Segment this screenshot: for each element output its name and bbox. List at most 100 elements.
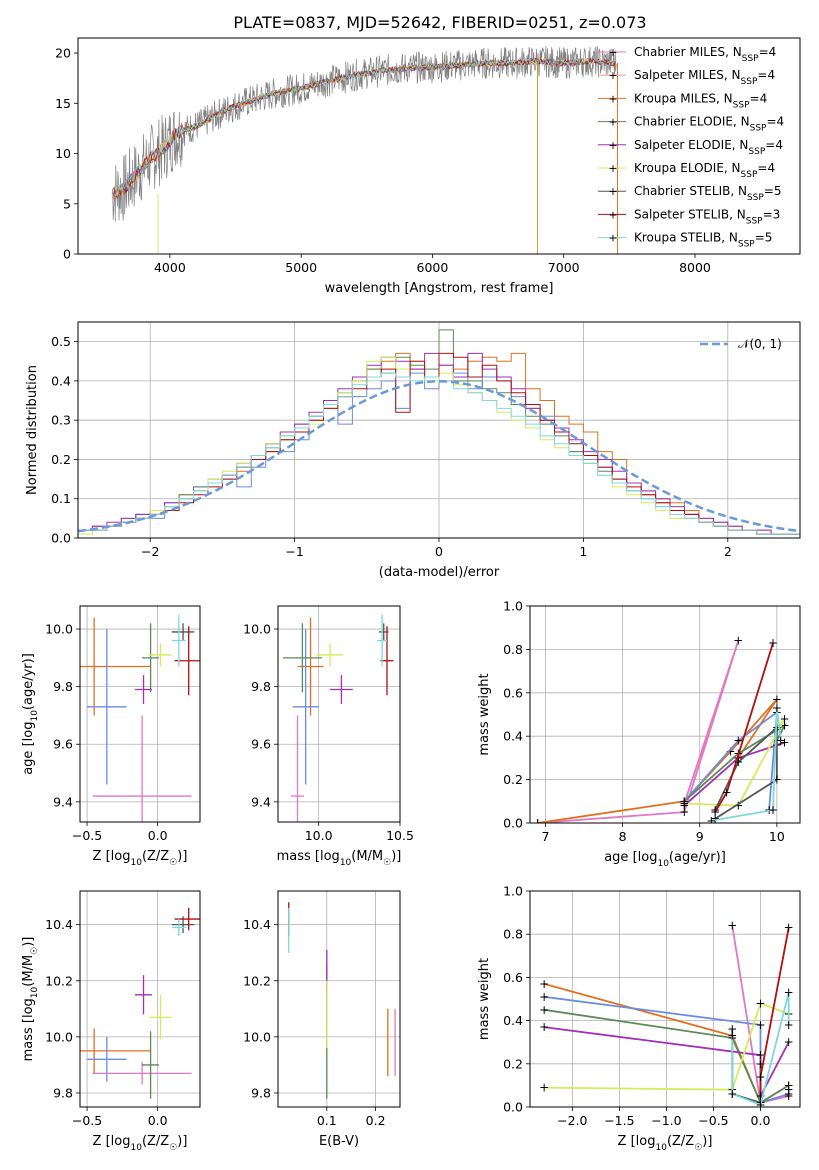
weight-line xyxy=(537,640,740,823)
residuals-xlabel: (data-model)/error xyxy=(379,565,500,580)
age_vs_z-frame xyxy=(79,605,201,823)
weight-marker: + xyxy=(710,805,720,819)
mass_vs_ebv-points xyxy=(288,902,396,1099)
weight_vs_z-xtick-label: 0.0 xyxy=(751,1113,771,1128)
age_vs_mass-ytick-label: 9.8 xyxy=(251,679,271,694)
errorbar-point xyxy=(142,1031,160,1099)
errorbar-point xyxy=(330,675,353,704)
legend-entry: Chabrier ELODIE, NSSP=4 xyxy=(634,115,784,134)
weight-marker: + xyxy=(539,1020,549,1034)
spectrum-model-line xyxy=(113,57,616,197)
weight-marker: + xyxy=(784,1087,794,1101)
weight_vs_age-frame xyxy=(529,605,801,824)
weight_vs_age-xlabel: age [log10(age/yr)] xyxy=(604,850,726,869)
weight_vs_z-xtick-label: −1.0 xyxy=(651,1113,681,1128)
weight_vs_z-xtick-label: −1.5 xyxy=(604,1113,634,1128)
age_vs_z-ytick-label: 9.6 xyxy=(53,737,73,752)
legend-marker: + xyxy=(608,92,617,105)
age_vs_z-ytick-label: 9.8 xyxy=(53,679,73,694)
weight-marker: + xyxy=(784,1035,794,1049)
errorbar-point xyxy=(317,643,344,667)
weight_vs_age-ytick-label: 1.0 xyxy=(503,599,523,614)
weight-marker: + xyxy=(755,1070,765,1084)
spectrum-xtick-label: 5000 xyxy=(285,260,317,275)
legend-marker: + xyxy=(608,139,617,152)
weight-line xyxy=(683,741,785,807)
weight-marker: + xyxy=(706,814,716,828)
weight-line xyxy=(759,927,790,1097)
age_vs_mass-axes: 10.0 10.5 9.4 9.6 9.8 10.0 mass [log10(M/M☉)] xyxy=(243,606,414,868)
weight-marker: + xyxy=(784,1018,794,1032)
weight-line xyxy=(683,710,778,811)
weight-line xyxy=(684,718,786,807)
residuals-ytick-label: 0.3 xyxy=(51,413,71,428)
age_vs_z-ylabel: age [log10(age/yr)] xyxy=(21,653,40,775)
weight-marker: + xyxy=(533,816,543,830)
residuals-axes: −2 −1 0 1 2 0.0 0.1 0.2 0.3 0.4 0.5 (data-model)/er… xyxy=(25,322,800,580)
weight-marker: + xyxy=(784,986,794,1000)
residuals-ylabel: Normed distribution xyxy=(25,365,40,495)
mass_vs_z-frame xyxy=(79,890,201,1108)
legend-entry: Kroupa ELODIE, NSSP=4 xyxy=(634,161,775,180)
weight-marker: + xyxy=(710,812,720,826)
errorbar-point xyxy=(377,614,387,667)
legend-entry: Chabrier MILES, NSSP=4 xyxy=(634,45,776,64)
weight-marker: + xyxy=(768,636,778,650)
spectrum-ytick-label: 20 xyxy=(55,46,71,61)
weight-marker: + xyxy=(722,786,732,800)
weight-marker: + xyxy=(772,773,782,787)
spectrum-xtick-label: 4000 xyxy=(154,260,186,275)
age_vs_mass-xtick-label: 10.5 xyxy=(386,828,414,843)
age_vs_z-ytick-label: 9.4 xyxy=(53,794,73,809)
weight_vs_age-lines: ++++++++++++++++++++++ +++++++++++++++ xyxy=(533,634,790,830)
residuals-xtick-label: −2 xyxy=(141,544,159,559)
weight_vs_z-ytick-label: 0.8 xyxy=(503,927,523,942)
residuals-ytick-label: 0.4 xyxy=(51,373,71,388)
spectrum-xtick-label: 7000 xyxy=(548,260,580,275)
mass_vs_z-xtick-label: 0.0 xyxy=(148,1113,168,1128)
spectrum-model-line xyxy=(113,57,616,197)
residuals-frame xyxy=(77,321,801,539)
errorbar-point xyxy=(292,629,319,785)
weight-marker: + xyxy=(726,744,736,758)
errorbar-point xyxy=(135,675,152,704)
residuals-legend: 𝒩(0, 1) xyxy=(700,337,782,351)
histogram-step xyxy=(78,372,800,538)
errorbar-point xyxy=(282,623,322,693)
weight-marker: + xyxy=(784,921,794,935)
weight-marker: + xyxy=(772,692,782,706)
mass_vs_ebv-ytick-label: 10.4 xyxy=(243,917,271,932)
errorbar-point xyxy=(80,617,151,716)
errorbar-point xyxy=(149,994,172,1040)
weight_vs_age-axes: 7 8 9 10 0.0 0.2 0.4 0.6 0.8 1.0 age [log10(age/yr… xyxy=(477,599,800,869)
legend-entry: Kroupa STELIB, NSSP=5 xyxy=(634,231,772,250)
legend-marker: + xyxy=(608,116,617,129)
weight_vs_age-ytick-label: 0.8 xyxy=(503,642,523,657)
spectrum-xtick-label: 6000 xyxy=(417,260,449,275)
weight-line xyxy=(683,722,787,802)
weight_vs_age-xtick-label: 10 xyxy=(769,829,785,844)
mass_vs_z-axes: −0.5 0.0 9.8 10.0 10.2 10.4 Z [log10(Z/Z☉)] mas… xyxy=(21,891,200,1153)
legend-marker: + xyxy=(608,46,617,59)
normal-curve xyxy=(78,380,800,533)
age_vs_mass-ytick-label: 10.0 xyxy=(243,622,271,637)
weight_vs_age-ytick-label: 0.6 xyxy=(503,685,523,700)
legend-entry: Salpeter MILES, NSSP=4 xyxy=(634,68,775,87)
age_vs_mass-points xyxy=(282,614,394,822)
weight_vs_age-xtick-label: 8 xyxy=(619,829,627,844)
mass_vs_z-xtick-label: −0.5 xyxy=(72,1113,102,1128)
spectrum-xtick-label: 8000 xyxy=(679,260,711,275)
weight-marker: + xyxy=(539,1081,549,1095)
errorbar-point xyxy=(142,623,160,693)
weight-marker: + xyxy=(784,1089,794,1103)
residuals-hist xyxy=(78,329,800,538)
residuals-xtick-label: 2 xyxy=(724,544,732,559)
weight-marker: + xyxy=(733,634,743,648)
errorbar-point xyxy=(149,643,172,667)
weight-marker: + xyxy=(679,794,689,808)
residuals-ytick-label: 0.1 xyxy=(51,491,71,506)
spectrum-ytick-label: 5 xyxy=(63,196,71,211)
residuals-ytick-label: 0.5 xyxy=(51,334,71,349)
weight-marker: + xyxy=(780,718,790,732)
weight-marker: + xyxy=(755,1057,765,1071)
